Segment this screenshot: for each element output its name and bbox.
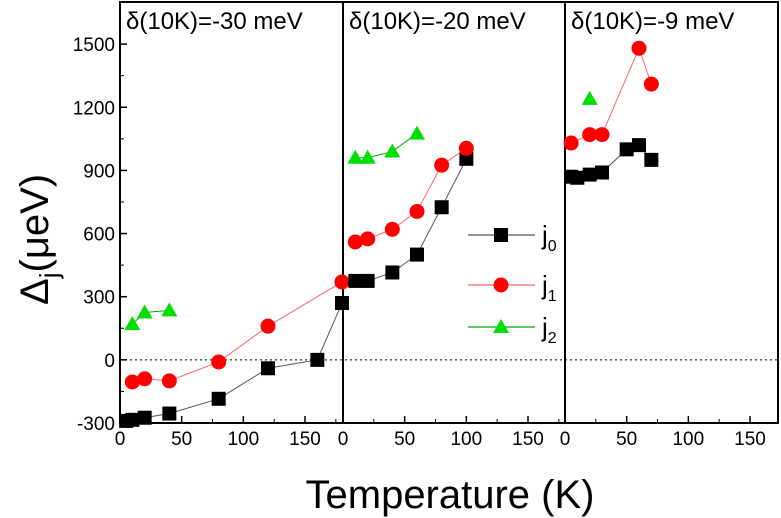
data-point-j0 bbox=[211, 391, 226, 406]
data-point-j1 bbox=[137, 371, 153, 387]
y-tick-label: 0 bbox=[104, 351, 115, 372]
data-point-j1 bbox=[563, 135, 579, 151]
data-point-j0 bbox=[261, 361, 275, 376]
data-point-j2 bbox=[581, 90, 598, 105]
data-point-j1 bbox=[384, 221, 400, 237]
x-tick-label: 0 bbox=[560, 429, 571, 450]
legend-label-j2: j2 bbox=[541, 312, 557, 347]
data-point-j0 bbox=[410, 247, 424, 262]
data-point-j2 bbox=[384, 143, 401, 158]
data-point-j2 bbox=[124, 316, 141, 331]
data-point-j1 bbox=[594, 127, 610, 143]
data-point-j1 bbox=[260, 318, 276, 334]
legend-label-main: j bbox=[541, 270, 548, 300]
data-point-j2 bbox=[409, 125, 425, 140]
data-point-j1 bbox=[582, 127, 598, 143]
data-point-j0 bbox=[162, 406, 177, 421]
y-tick-label: 900 bbox=[83, 161, 115, 182]
data-point-j2 bbox=[136, 304, 153, 319]
legend-marker-j0 bbox=[494, 228, 508, 242]
x-tick-label: 150 bbox=[734, 429, 766, 450]
x-tick-label: 100 bbox=[227, 429, 259, 450]
data-point-j0 bbox=[385, 265, 400, 280]
data-point-j1 bbox=[334, 274, 350, 290]
data-point-j1 bbox=[124, 374, 140, 390]
data-point-j0 bbox=[125, 412, 140, 427]
legend-label-sub: 2 bbox=[548, 330, 557, 347]
y-axis-unit: (μeV) bbox=[13, 174, 57, 273]
x-tick-label: 0 bbox=[115, 429, 126, 450]
x-tick-label: 150 bbox=[512, 429, 544, 450]
data-point-j0 bbox=[434, 200, 449, 215]
data-point-j0 bbox=[137, 410, 152, 425]
y-axis-subscript: j bbox=[34, 273, 64, 280]
x-tick-label: 50 bbox=[394, 429, 415, 450]
data-point-j1 bbox=[360, 231, 376, 247]
panel-title: δ(10K)=-30 meV bbox=[126, 8, 303, 35]
series-line-j2 bbox=[355, 133, 418, 159]
legend-label-main: j bbox=[541, 220, 548, 250]
x-tick-label: 100 bbox=[672, 429, 704, 450]
panel-title: δ(10K)=-9 meV bbox=[571, 8, 734, 35]
legend-label-j0: j0 bbox=[541, 220, 557, 255]
series-line-j0 bbox=[355, 158, 467, 282]
y-tick-label: 300 bbox=[83, 288, 115, 309]
data-point-j2 bbox=[359, 149, 376, 164]
y-axis-title: Δj(μeV) bbox=[13, 174, 64, 305]
data-point-j0 bbox=[619, 142, 634, 157]
data-point-j0 bbox=[595, 165, 609, 180]
x-tick-label: 0 bbox=[338, 429, 349, 450]
legend-label-sub: 0 bbox=[548, 238, 557, 255]
plot-border bbox=[119, 1, 779, 424]
data-point-j1 bbox=[347, 234, 363, 250]
x-tick-label: 50 bbox=[616, 429, 637, 450]
data-point-j0 bbox=[335, 296, 349, 311]
data-point-j1 bbox=[434, 157, 450, 173]
series-line-j1 bbox=[570, 46, 652, 144]
data-point-j0 bbox=[582, 167, 597, 182]
legend-label-sub: 1 bbox=[548, 288, 557, 305]
series-line-j1 bbox=[132, 281, 343, 383]
axes-frame bbox=[119, 1, 779, 424]
data-point-j0 bbox=[310, 352, 325, 367]
data-point-j2 bbox=[347, 149, 364, 164]
data-point-j0 bbox=[360, 273, 375, 288]
x-tick-label: 100 bbox=[450, 429, 482, 450]
x-tick-label: 50 bbox=[171, 429, 192, 450]
data-point-j1 bbox=[458, 140, 474, 156]
data-point-j0 bbox=[570, 170, 585, 185]
data-point-j0 bbox=[348, 273, 363, 288]
x-axis-title: Temperature (K) bbox=[306, 473, 595, 517]
panel-title: δ(10K)=-20 meV bbox=[349, 8, 526, 35]
data-point-j1 bbox=[409, 203, 425, 219]
legend-marker-j2 bbox=[493, 319, 509, 333]
data-point-j0 bbox=[644, 152, 659, 167]
x-tick-label: 150 bbox=[289, 429, 321, 450]
data-point-j1 bbox=[211, 354, 227, 370]
series-line-j0 bbox=[126, 302, 343, 422]
series-layer bbox=[119, 40, 659, 428]
data-point-j0 bbox=[632, 138, 646, 153]
data-point-j1 bbox=[643, 76, 659, 92]
y-tick-label: 1200 bbox=[73, 98, 115, 119]
legend-label-j1: j1 bbox=[541, 270, 557, 305]
legend-label-main: j bbox=[541, 312, 548, 342]
data-point-j1 bbox=[631, 40, 647, 56]
y-axis-symbol: Δ bbox=[13, 278, 57, 305]
legend-marker-j1 bbox=[493, 277, 509, 293]
y-tick-label: -300 bbox=[77, 414, 115, 435]
y-axis-title-text: Δj(μeV) bbox=[13, 174, 64, 305]
data-point-j1 bbox=[161, 373, 177, 389]
data-point-j0 bbox=[459, 151, 474, 166]
data-point-j2 bbox=[161, 302, 178, 317]
y-tick-label: 600 bbox=[83, 225, 115, 246]
y-tick-label: 1500 bbox=[73, 35, 115, 56]
